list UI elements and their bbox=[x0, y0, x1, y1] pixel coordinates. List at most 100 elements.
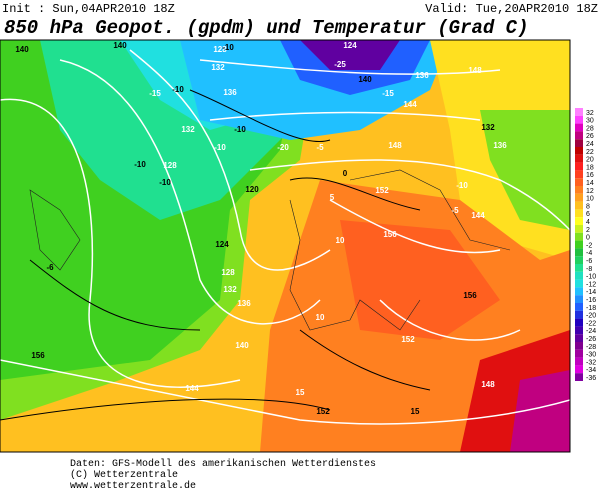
contour-label: 128 bbox=[221, 268, 235, 277]
colorbar-swatch bbox=[575, 248, 583, 257]
colorbar-label: 30 bbox=[586, 118, 594, 125]
colorbar-swatch bbox=[575, 271, 583, 280]
colorbar-label: 18 bbox=[586, 164, 594, 171]
colorbar-swatch bbox=[575, 201, 583, 210]
colorbar-swatch bbox=[575, 264, 583, 272]
contour-label: 144 bbox=[471, 211, 485, 220]
footer-line: www.wetterzentrale.de bbox=[70, 480, 196, 492]
colorbar-label: -6 bbox=[586, 258, 592, 265]
colorbar-label: 0 bbox=[586, 235, 590, 242]
contour-label: 156 bbox=[383, 230, 397, 239]
colorbar-label: -28 bbox=[586, 344, 596, 351]
contour-label: 136 bbox=[415, 71, 429, 80]
colorbar-swatch bbox=[575, 217, 583, 225]
colorbar-swatch bbox=[575, 373, 583, 381]
colorbar-swatch bbox=[575, 232, 583, 241]
colorbar-label: -2 bbox=[586, 242, 592, 249]
map-title: 850 hPa Geopot. (gpdm) und Temperatur (G… bbox=[4, 17, 529, 39]
colorbar-swatch bbox=[575, 342, 583, 350]
colorbar-label: -18 bbox=[586, 305, 596, 312]
contour-label: 15 bbox=[411, 407, 420, 416]
contour-label: 152 bbox=[316, 407, 330, 416]
colorbar-swatch bbox=[575, 123, 583, 132]
colorbar-label: 24 bbox=[586, 141, 594, 148]
contour-label: -10 bbox=[456, 181, 468, 190]
contour-label: -5 bbox=[451, 206, 459, 215]
colorbar-label: 12 bbox=[586, 188, 594, 195]
colorbar-swatch bbox=[575, 326, 583, 335]
colorbar-label: -32 bbox=[586, 359, 596, 366]
colorbar-swatch bbox=[575, 287, 583, 296]
contour-label: 148 bbox=[388, 141, 402, 150]
colorbar-swatch bbox=[575, 357, 583, 366]
map-field bbox=[0, 40, 570, 452]
colorbar-label: 22 bbox=[586, 149, 594, 156]
contour-label: -15 bbox=[149, 89, 161, 98]
colorbar-label: 16 bbox=[586, 172, 594, 179]
contour-label: -10 bbox=[234, 125, 246, 134]
contour-label: -10 bbox=[172, 85, 184, 94]
contour-label: 10 bbox=[336, 236, 345, 245]
colorbar-label: 26 bbox=[586, 133, 594, 140]
colorbar-swatch bbox=[575, 108, 583, 116]
colorbar-swatch bbox=[575, 131, 583, 140]
contour-label: -25 bbox=[334, 60, 346, 69]
colorbar-swatch bbox=[575, 193, 583, 202]
colorbar-label: -30 bbox=[586, 352, 596, 359]
contour-label: 10 bbox=[316, 313, 325, 322]
colorbar-label: -16 bbox=[586, 297, 596, 304]
colorbar-label: -20 bbox=[586, 313, 596, 320]
contour-label: 132 bbox=[181, 125, 195, 134]
colorbar-label: -36 bbox=[586, 375, 596, 382]
contour-label: 124 bbox=[215, 240, 229, 249]
contour-label: 148 bbox=[468, 66, 482, 75]
colorbar-swatch bbox=[575, 170, 583, 179]
colorbar-label: -26 bbox=[586, 336, 596, 343]
contour-label: 120 bbox=[245, 185, 259, 194]
colorbar-label: 6 bbox=[586, 211, 590, 218]
colorbar-swatch bbox=[575, 295, 583, 303]
contour-label: 136 bbox=[223, 88, 237, 97]
contour-label: 132 bbox=[211, 63, 225, 72]
contour-label: 156 bbox=[463, 291, 477, 300]
contour-label: 144 bbox=[403, 100, 417, 109]
contour-label: 140 bbox=[15, 45, 29, 54]
colorbar-swatch bbox=[575, 147, 583, 155]
colorbar-label: -8 bbox=[586, 266, 592, 273]
colorbar-label: 8 bbox=[586, 203, 590, 210]
contour-label: 0 bbox=[343, 169, 348, 178]
colorbar-swatch bbox=[575, 209, 583, 218]
colorbar-label: 10 bbox=[586, 196, 594, 203]
colorbar-label: -14 bbox=[586, 289, 596, 296]
contour-label: -6 bbox=[46, 263, 54, 272]
colorbar-label: 20 bbox=[586, 157, 594, 164]
colorbar-label: -10 bbox=[586, 274, 596, 281]
colorbar-label: 28 bbox=[586, 125, 594, 132]
colorbar-swatch bbox=[575, 303, 583, 311]
colorbar-label: 4 bbox=[586, 219, 590, 226]
contour-label: 124 bbox=[343, 41, 357, 50]
contour-label: 132 bbox=[223, 285, 237, 294]
contour-label: -10 bbox=[159, 178, 171, 187]
contour-label: 156 bbox=[31, 351, 45, 360]
valid-time: Valid: Tue,20APR2010 18Z bbox=[425, 2, 598, 16]
contour-label: 152 bbox=[401, 335, 415, 344]
colorbar-label: -12 bbox=[586, 281, 596, 288]
contour-label: 144 bbox=[185, 384, 199, 393]
colorbar-swatch bbox=[575, 178, 583, 186]
colorbar-label: -22 bbox=[586, 320, 596, 327]
contour-label: -20 bbox=[277, 143, 289, 152]
contour-label: -10 bbox=[222, 43, 234, 52]
colorbar-label: 32 bbox=[586, 110, 594, 117]
contour-label: 152 bbox=[375, 186, 389, 195]
contour-label: 136 bbox=[237, 299, 251, 308]
contour-label: 5 bbox=[330, 193, 335, 202]
contour-label: 136 bbox=[493, 141, 507, 150]
colorbar-swatch bbox=[575, 318, 583, 327]
colorbar-label: 14 bbox=[586, 180, 594, 187]
colorbar-swatch bbox=[575, 139, 583, 147]
colorbar-swatch bbox=[575, 349, 583, 358]
colorbar-swatch bbox=[575, 225, 583, 233]
colorbar-swatch bbox=[575, 310, 583, 319]
